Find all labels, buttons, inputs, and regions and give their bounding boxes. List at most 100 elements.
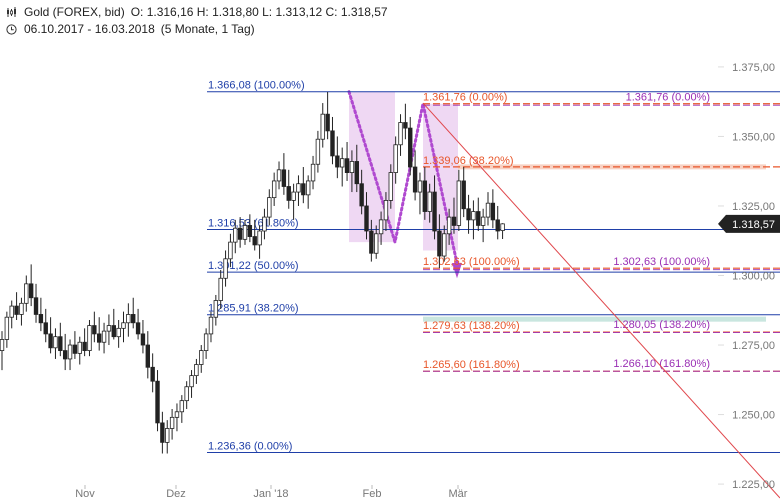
candle [218, 269, 223, 309]
candle-body [432, 191, 437, 232]
y-tick-label: 1.275,00 [732, 340, 775, 352]
candle [82, 328, 87, 357]
candle [349, 150, 355, 193]
candle-body [101, 330, 107, 343]
chart-grid [718, 66, 724, 485]
candle-body [9, 305, 14, 318]
candle-body [58, 336, 63, 351]
candle-body [359, 183, 364, 207]
candle [359, 169, 364, 215]
candle [271, 172, 277, 206]
last-price-label: 1.318,57 [732, 219, 775, 231]
candle-body [174, 411, 180, 418]
candle [92, 311, 97, 343]
candle-body [310, 163, 316, 182]
candle-body [43, 322, 48, 335]
fib-label-blue: 1.236,36 (0.00%) [208, 440, 292, 452]
candle [184, 381, 189, 409]
candle [87, 320, 92, 357]
candle [281, 153, 287, 195]
candle-body [461, 180, 466, 210]
candle [247, 214, 253, 243]
candle [335, 136, 340, 179]
candle-body [344, 158, 350, 173]
candle-body [199, 350, 204, 365]
candle [432, 175, 437, 240]
candle-body [456, 180, 462, 226]
candle-series [0, 91, 505, 454]
candle [354, 144, 359, 193]
candle [442, 225, 447, 262]
candle [480, 208, 486, 243]
candle [33, 283, 39, 323]
pattern-zigzag [347, 90, 460, 270]
x-tick-label: Mär [449, 488, 468, 500]
candle [310, 155, 316, 190]
candle-body [442, 233, 447, 257]
candle [28, 264, 34, 307]
trendline-layer [422, 102, 780, 499]
candle [194, 358, 199, 384]
candle-body [184, 386, 189, 402]
candle-body [262, 216, 267, 232]
fib-label-purple: 1.266,10 (161.80%) [613, 358, 710, 370]
candle [422, 167, 428, 220]
candle [369, 219, 374, 262]
candle-body [495, 219, 500, 232]
candle [398, 114, 403, 156]
candle-body [364, 205, 369, 232]
fib-label-purple: 1.280,05 (138.20%) [613, 319, 710, 331]
candle-body [286, 186, 291, 201]
fib-label-orange: 1.265,60 (161.80%) [423, 359, 520, 371]
candle [233, 219, 238, 254]
candle [121, 311, 126, 343]
y-tick-label: 1.375,00 [732, 62, 775, 74]
candle-body [427, 191, 432, 212]
candle-body [374, 233, 379, 254]
candle [203, 328, 209, 359]
candle-body [150, 366, 155, 382]
candle [48, 317, 53, 354]
candle [257, 225, 262, 259]
candle-body [315, 138, 321, 165]
candle-body [412, 166, 418, 193]
candle [403, 103, 408, 140]
candle [43, 308, 48, 343]
time-axis: Nov Dez Jan '18 Feb Mär [75, 485, 468, 500]
candle-body [19, 302, 24, 315]
candle [174, 403, 180, 432]
candle-body [480, 216, 486, 226]
y-tick-label: 1.300,00 [732, 271, 775, 283]
fibonacci-levels: 1.366,08 (100.00%) 1.316,53 (61.80%) 1.301… [207, 80, 780, 453]
candle-body [451, 216, 457, 226]
candle-body [320, 113, 325, 140]
candle [150, 353, 155, 393]
candle-body [291, 191, 296, 201]
candle [476, 197, 481, 231]
candle-body [116, 327, 121, 338]
candle [155, 370, 160, 432]
candle [364, 192, 369, 240]
candle-body [378, 219, 384, 235]
candle-body [301, 183, 306, 196]
candle [101, 322, 107, 354]
instrument-title: Gold (FOREX, bid) [24, 5, 125, 19]
candle [213, 294, 219, 326]
candle-body [28, 283, 34, 299]
candle [208, 311, 214, 343]
candle [9, 300, 14, 329]
candle-body [33, 297, 39, 315]
candle-body [490, 202, 496, 221]
candle-body [485, 202, 491, 218]
period-info: (5 Monate, 1 Tag) [160, 22, 255, 36]
candle-body [126, 314, 131, 324]
candle [145, 331, 150, 379]
candle [242, 219, 248, 245]
x-tick-label: Nov [75, 488, 95, 500]
candle-body [155, 380, 160, 424]
candle [490, 189, 496, 229]
candle-body [92, 325, 97, 335]
candle [456, 169, 462, 231]
candle [412, 150, 418, 201]
